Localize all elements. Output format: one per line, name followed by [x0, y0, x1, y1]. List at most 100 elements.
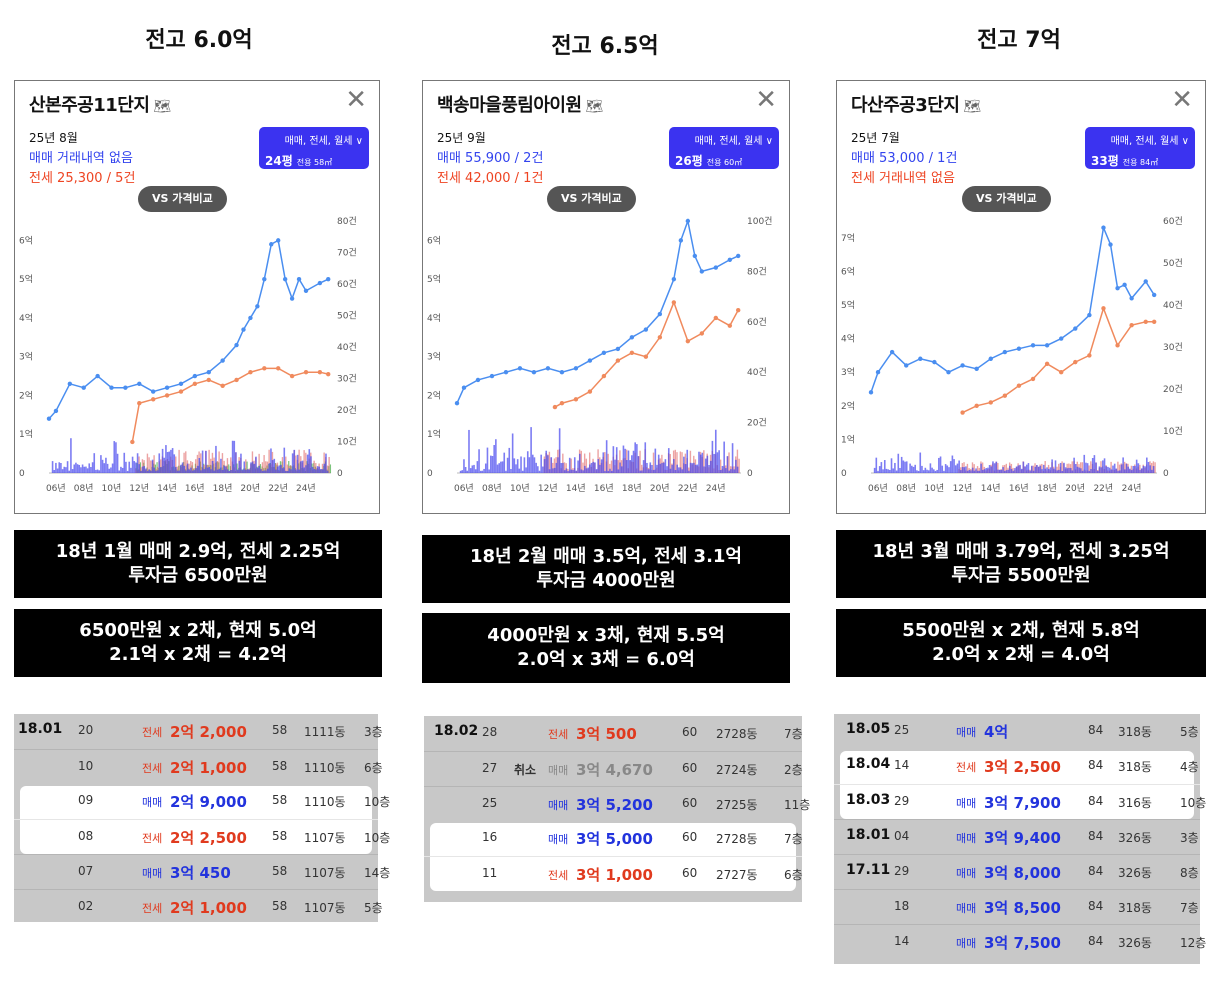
volume-bar-sale	[878, 466, 881, 473]
volume-bar-sale	[168, 451, 171, 473]
volume-bar-sale	[733, 469, 736, 473]
deal-type-filter[interactable]: 매매, 전세, 월세 ∨ 24평 전용 58㎡	[259, 127, 369, 169]
table-row[interactable]: 10 전세 2억 1,000 58 1110동 6층	[14, 749, 383, 784]
volume-bar-sale	[63, 466, 66, 473]
table-row[interactable]: 27 취소 매매 3억 4,670 60 2724동 2층	[424, 751, 803, 786]
row-price: 3억 7,900	[984, 794, 1061, 812]
volume-bar-sale	[1124, 469, 1126, 473]
volume-bar-sale	[1108, 467, 1111, 473]
volume-bar-sale	[620, 466, 623, 473]
volume-bar-sale	[315, 469, 317, 473]
series-point-sale	[234, 342, 239, 348]
volume-bar-sale	[948, 467, 950, 473]
y2-tick-label: 60건	[1163, 216, 1183, 227]
series-point-sale	[296, 276, 302, 282]
volume-bar-sale	[263, 470, 266, 473]
volume-bar-jeonse	[190, 460, 192, 473]
y2-tick-label: 10건	[337, 437, 357, 448]
deal-type-filter[interactable]: 매매, 전세, 월세 ∨ 26평 전용 60㎡	[669, 127, 779, 169]
volume-bar-sale	[1127, 466, 1130, 473]
series-point-sale	[137, 381, 142, 387]
table-row[interactable]: 07 매매 3억 450 58 1107동 14층	[14, 854, 390, 889]
volume-bar-sale	[208, 466, 211, 473]
table-row[interactable]: 02 전세 2억 1,000 58 1107동 5층	[14, 889, 383, 924]
series-point-jeonse	[178, 389, 184, 394]
volume-bar-sale	[203, 469, 206, 473]
series-point-jeonse	[671, 300, 677, 305]
volume-bar-sale	[1041, 469, 1043, 473]
table-row[interactable]: 18 매매 3억 8,500 84 318동 7층	[834, 889, 1200, 924]
volume-bar-jeonse	[981, 462, 984, 473]
map-icon[interactable]: 🗺	[153, 99, 171, 115]
volume-bar-sale	[1046, 467, 1048, 473]
volume-bar-jeonse	[196, 454, 199, 473]
table-row[interactable]: 18.02 28 전세 3억 500 60 2728동 7층	[424, 716, 803, 750]
series-point-jeonse	[657, 335, 663, 340]
table-row[interactable]: 17.11 29 매매 3억 8,000 84 326동 8층	[834, 854, 1200, 889]
table-row[interactable]: 25 매매 3억 5,200 60 2725동 11층	[424, 786, 810, 821]
volume-bar-sale	[528, 457, 531, 473]
table-row[interactable]: 18.05 25 매매 4억 84 318동 5층	[834, 714, 1200, 748]
volume-bar-sale	[253, 463, 256, 473]
close-icon[interactable]: ✕	[345, 85, 367, 115]
map-icon[interactable]: 🗺	[963, 99, 981, 115]
summary-box-2a: 18년 2월 매매 3.5억, 전세 3.1억 투자금 4000만원	[422, 535, 790, 603]
vs-compare-button[interactable]: VS 가격비교	[547, 186, 636, 212]
volume-bar-sale	[987, 467, 989, 473]
volume-bar-sale	[1059, 462, 1062, 473]
volume-bar-sale	[240, 453, 242, 473]
volume-bar-jeonse	[1041, 463, 1043, 473]
volume-bar-jeonse	[689, 450, 692, 473]
series-point-sale	[303, 288, 309, 293]
row-area: 84	[1088, 723, 1104, 737]
row-area: 58	[272, 864, 288, 878]
table-row[interactable]: 08 전세 2억 2,500 58 1107동 10층	[14, 819, 390, 854]
vs-compare-button[interactable]: VS 가격비교	[138, 186, 227, 212]
table-row[interactable]: 18.01 20 전세 2억 2,000 58 1111동 3층	[14, 714, 383, 748]
volume-bar-sale	[615, 447, 618, 473]
table-row[interactable]: 09 매매 2억 9,000 58 1110동 10층	[14, 784, 390, 818]
table-row[interactable]: 18.04 14 전세 3억 2,500 84 318동 4층	[834, 749, 1200, 783]
row-cancel-label: 취소	[514, 763, 537, 777]
row-floor: 4층	[1180, 760, 1199, 774]
vs-compare-button[interactable]: VS 가격비교	[962, 186, 1051, 212]
series-point-sale	[531, 370, 537, 375]
table-row[interactable]: 18.01 04 매매 3억 9,400 84 326동 3층	[834, 819, 1200, 854]
volume-bar-jeonse	[610, 460, 613, 473]
x-tick-label: 14년	[157, 483, 177, 494]
close-icon[interactable]: ✕	[755, 85, 777, 115]
volume-bar-jeonse	[150, 460, 152, 473]
volume-bar-sale	[535, 462, 537, 473]
row-area: 60	[682, 725, 698, 739]
table-row[interactable]: 14 매매 3억 7,500 84 326동 12층	[834, 924, 1206, 959]
map-icon[interactable]: 🗺	[585, 99, 604, 115]
summary-line: 2.0억 x 3채 = 6.0억	[517, 649, 695, 670]
filter-size-value: 33평	[1091, 154, 1119, 168]
volume-bar-rent	[236, 463, 238, 473]
table-row[interactable]: 16 매매 3억 5,000 60 2728동 7층	[424, 821, 803, 855]
volume-bar-sale	[995, 461, 998, 473]
volume-bar-sale	[1056, 470, 1059, 473]
close-icon[interactable]: ✕	[1171, 85, 1193, 115]
volume-bar-jeonse	[1110, 461, 1112, 473]
row-floor: 7층	[784, 727, 803, 741]
volume-bar-sale	[126, 470, 129, 473]
series-point-sale	[164, 385, 170, 390]
volume-bar-sale	[686, 449, 689, 473]
row-area: 84	[1088, 829, 1104, 843]
volume-bar-sale	[671, 464, 673, 473]
volume-bar-jeonse	[609, 463, 611, 473]
table-row[interactable]: 18.03 29 매매 3억 7,900 84 316동 10층	[834, 784, 1206, 819]
volume-bar-sale	[188, 469, 191, 473]
volume-bar-jeonse	[978, 467, 980, 473]
deal-type-filter[interactable]: 매매, 전세, 월세 ∨ 33평 전용 84㎡	[1085, 127, 1195, 169]
volume-bar-sale	[696, 464, 699, 473]
volume-bar-sale	[1058, 469, 1060, 473]
x-tick-label: 18년	[622, 483, 642, 494]
volume-bar-sale	[95, 469, 97, 473]
table-row[interactable]: 11 전세 3억 1,000 60 2727동 6층	[424, 856, 803, 891]
volume-bar-sale	[76, 464, 79, 473]
volume-bar-sale	[709, 460, 712, 473]
volume-bar-sale	[1135, 459, 1138, 473]
volume-bar-sale	[1012, 470, 1015, 473]
